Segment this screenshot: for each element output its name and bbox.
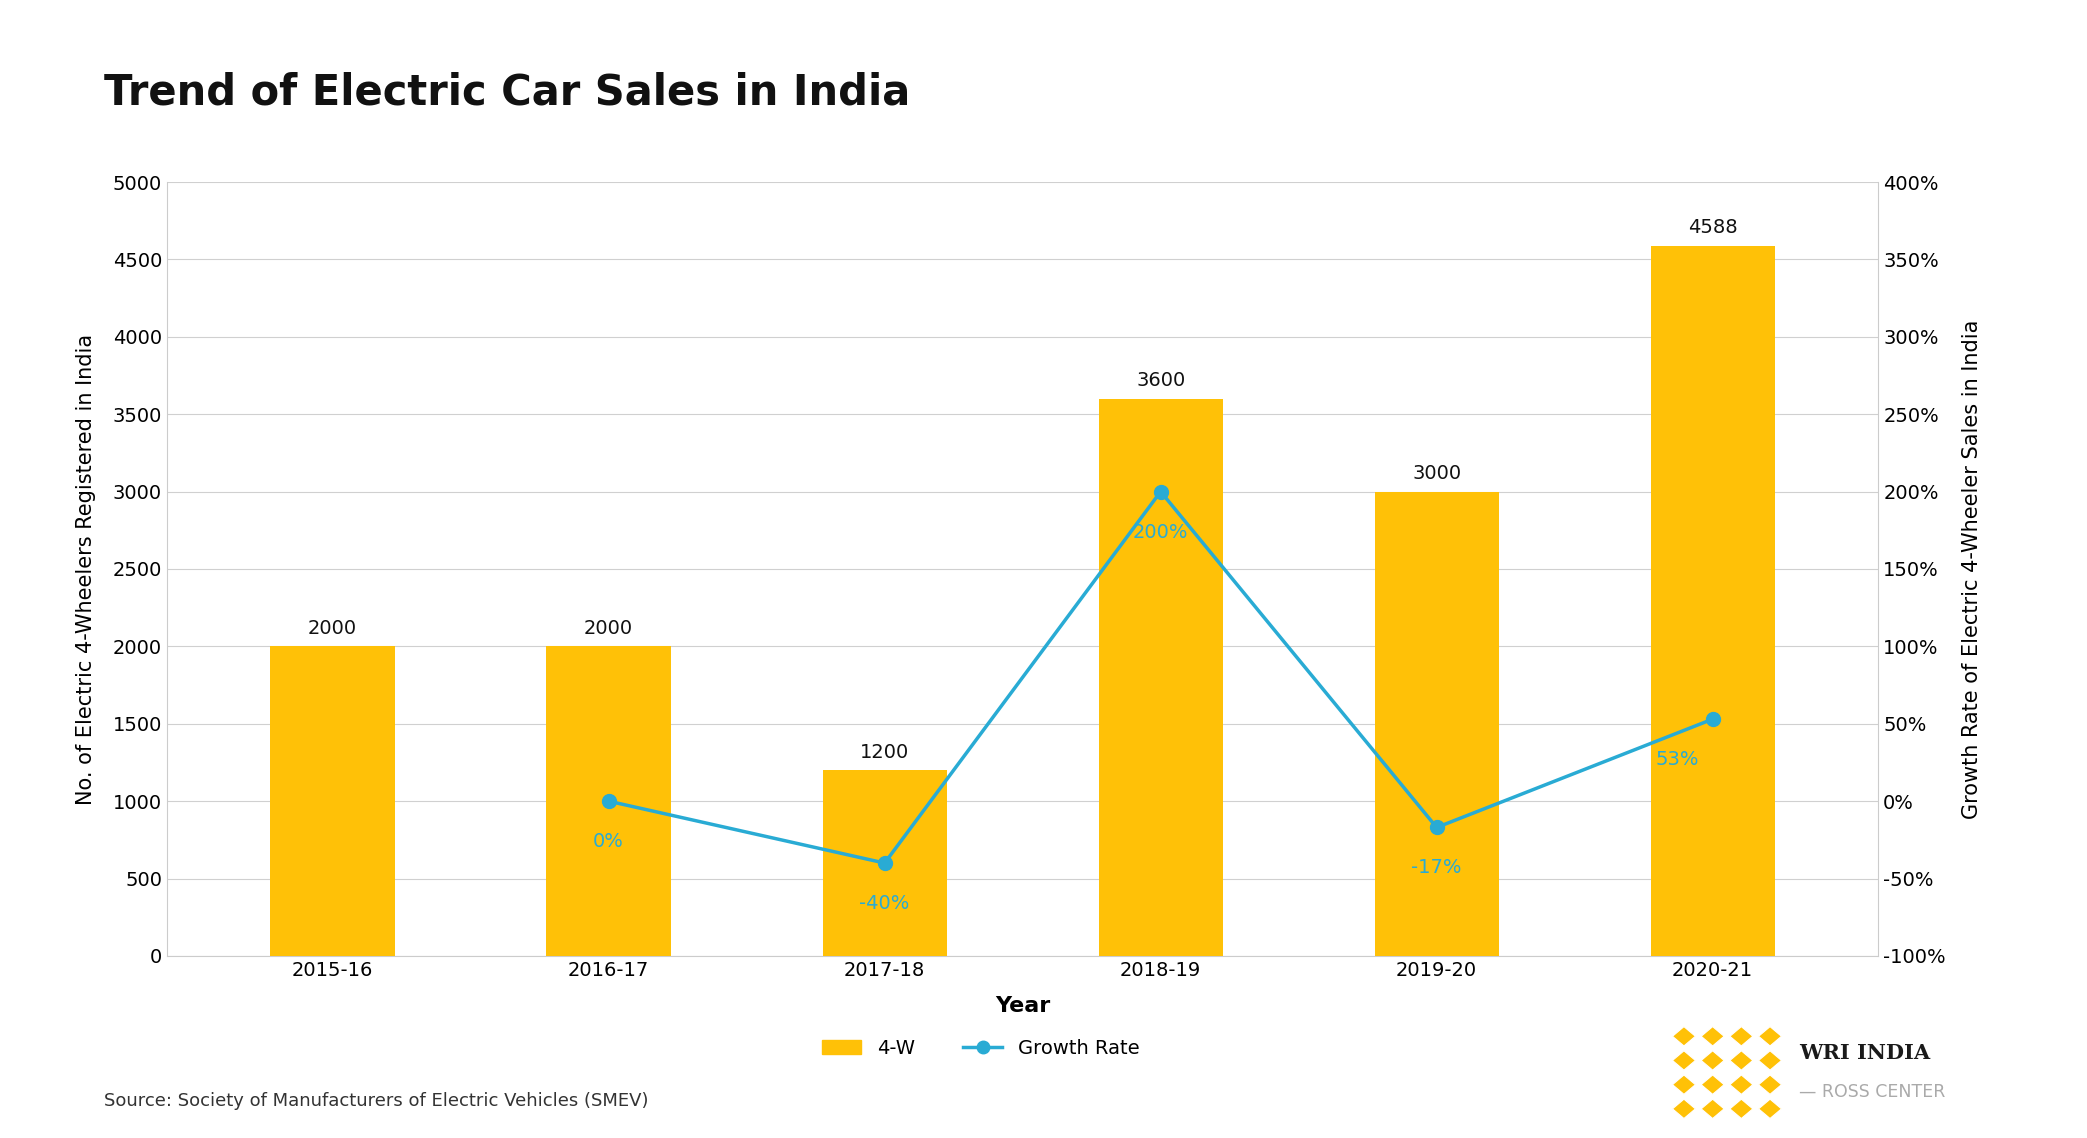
Bar xyxy=(1098,398,1223,956)
Legend: 4-W, Growth Rate: 4-W, Growth Rate xyxy=(814,1031,1148,1065)
Bar xyxy=(1375,492,1498,956)
Polygon shape xyxy=(1672,1026,1695,1046)
Text: Source: Society of Manufacturers of Electric Vehicles (SMEV): Source: Society of Manufacturers of Elec… xyxy=(104,1091,649,1110)
X-axis label: Year: Year xyxy=(995,997,1050,1016)
Text: WRI INDIA: WRI INDIA xyxy=(1799,1042,1930,1063)
Text: 200%: 200% xyxy=(1133,522,1188,542)
Polygon shape xyxy=(1701,1050,1724,1070)
Text: -40%: -40% xyxy=(860,894,910,913)
Polygon shape xyxy=(1730,1075,1753,1095)
Polygon shape xyxy=(1759,1075,1782,1095)
Polygon shape xyxy=(1759,1099,1782,1119)
Polygon shape xyxy=(1672,1050,1695,1070)
Bar xyxy=(1651,246,1774,956)
Polygon shape xyxy=(1730,1099,1753,1119)
Polygon shape xyxy=(1701,1075,1724,1095)
Polygon shape xyxy=(1701,1026,1724,1046)
Text: 2000: 2000 xyxy=(584,619,632,638)
Y-axis label: Growth Rate of Electric 4-Wheeler Sales in India: Growth Rate of Electric 4-Wheeler Sales … xyxy=(1962,320,1983,818)
Bar xyxy=(271,646,394,956)
Polygon shape xyxy=(1730,1050,1753,1070)
Polygon shape xyxy=(1701,1099,1724,1119)
Text: 3000: 3000 xyxy=(1413,464,1461,484)
Text: 0%: 0% xyxy=(593,832,624,851)
Text: 2000: 2000 xyxy=(309,619,357,638)
Polygon shape xyxy=(1759,1026,1782,1046)
Polygon shape xyxy=(1672,1075,1695,1095)
Text: — ROSS CENTER: — ROSS CENTER xyxy=(1799,1083,1945,1102)
Polygon shape xyxy=(1759,1050,1782,1070)
Text: 4588: 4588 xyxy=(1688,218,1738,238)
Y-axis label: No. of Electric 4-Wheelers Registered in India: No. of Electric 4-Wheelers Registered in… xyxy=(75,333,96,805)
Bar xyxy=(547,646,670,956)
Bar xyxy=(822,770,947,956)
Text: 53%: 53% xyxy=(1655,750,1699,769)
Text: 3600: 3600 xyxy=(1135,371,1185,390)
Text: Trend of Electric Car Sales in India: Trend of Electric Car Sales in India xyxy=(104,72,910,114)
Polygon shape xyxy=(1730,1026,1753,1046)
Text: -17%: -17% xyxy=(1411,858,1461,877)
Polygon shape xyxy=(1672,1099,1695,1119)
Text: 1200: 1200 xyxy=(860,743,910,761)
